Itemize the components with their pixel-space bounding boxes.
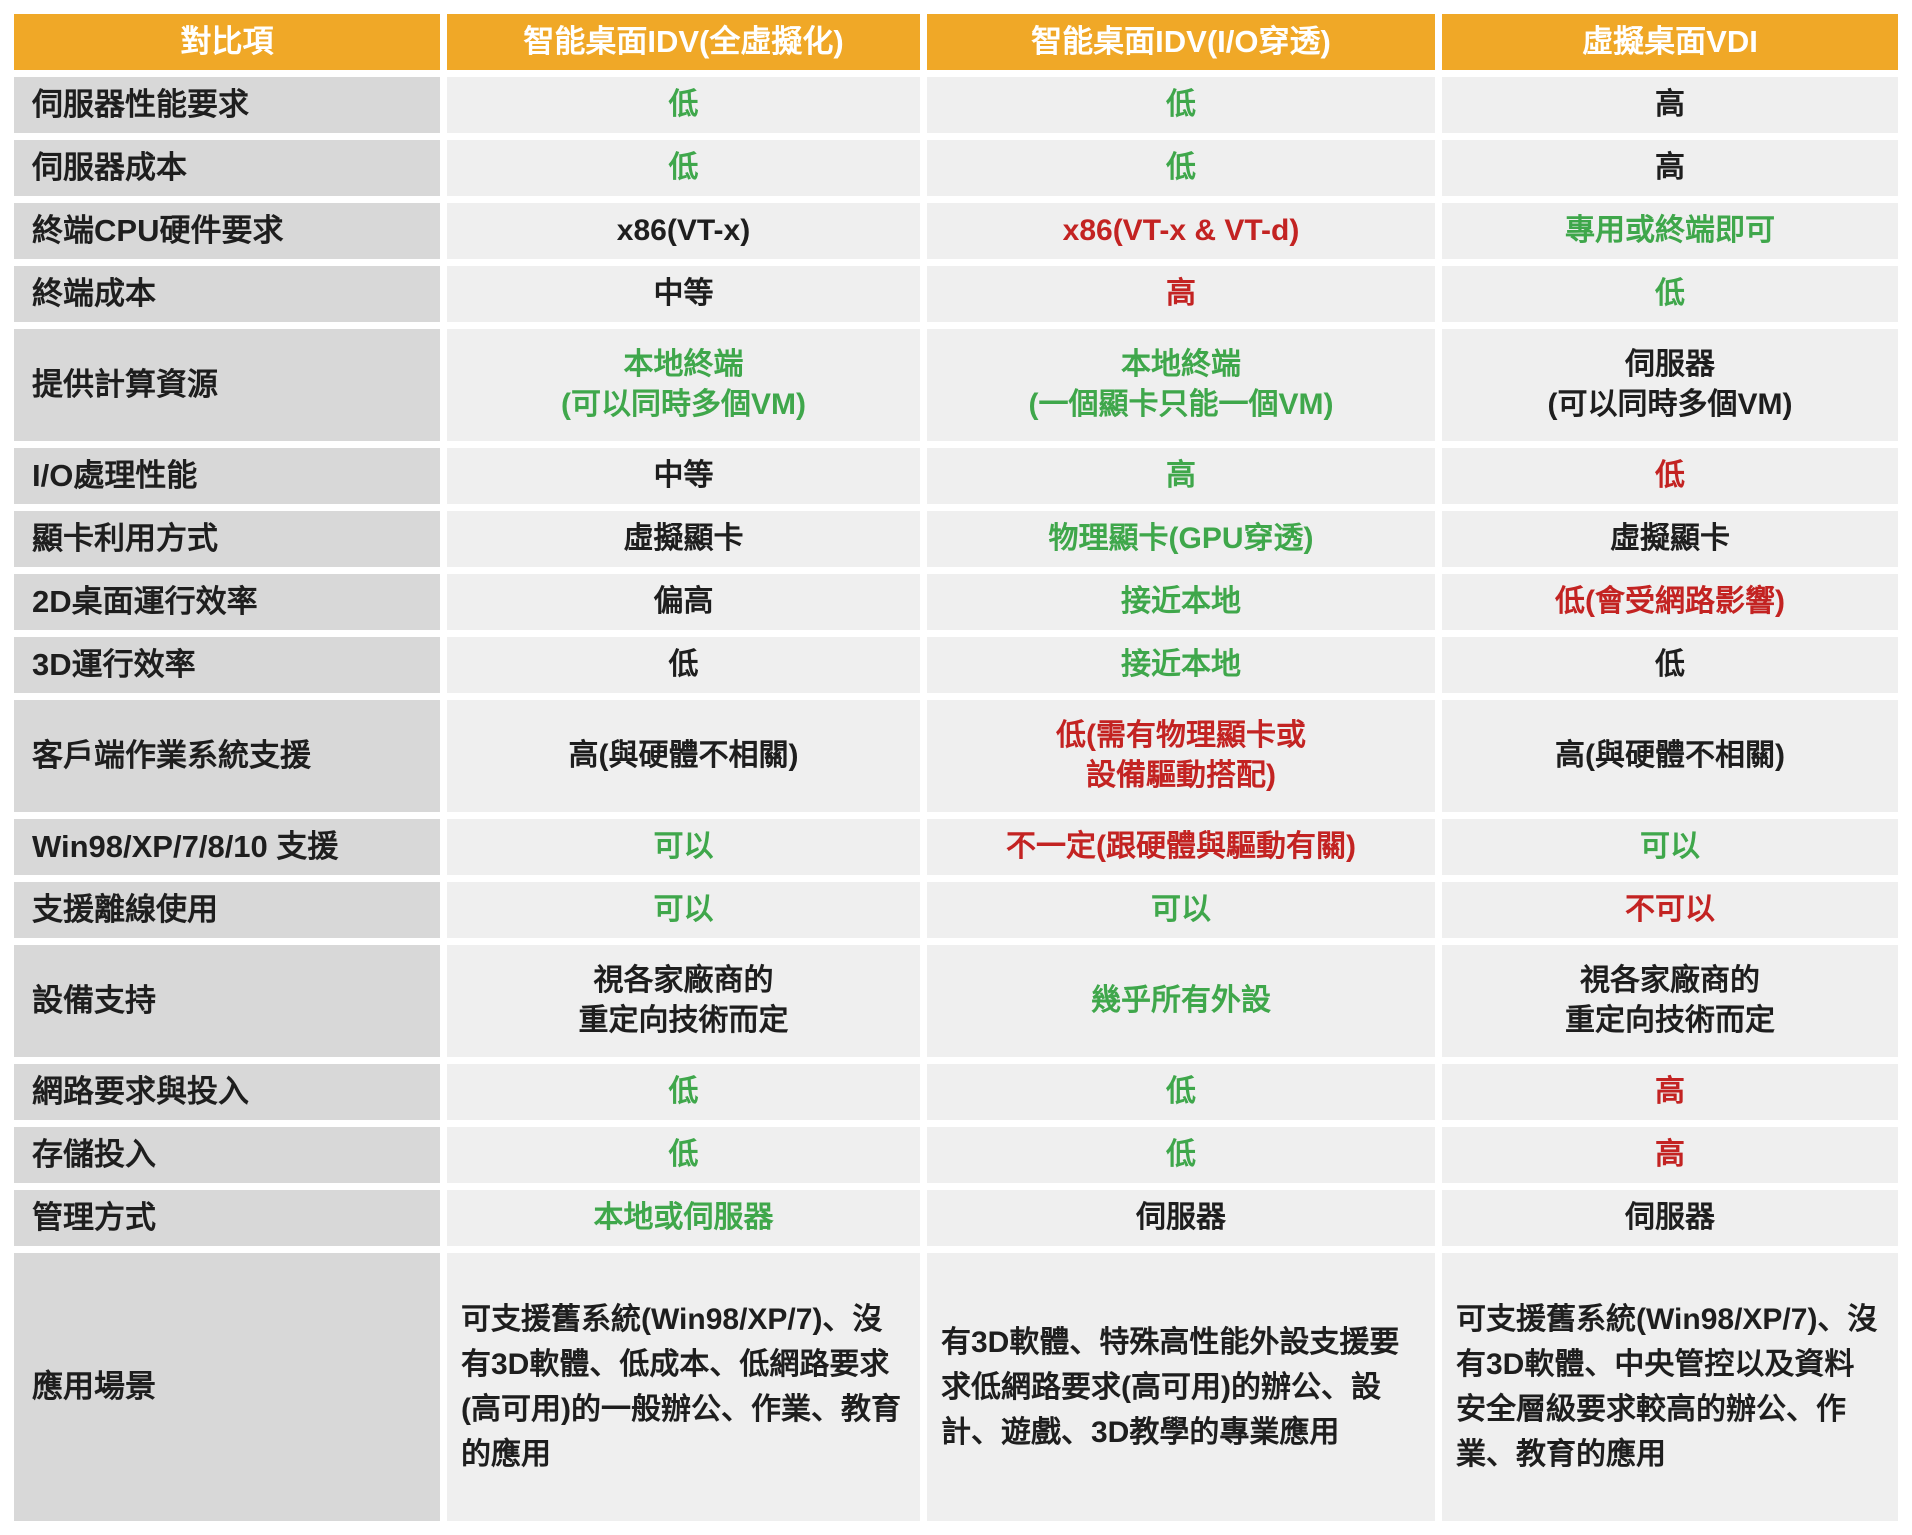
value-cell: 專用或終端即可: [1442, 203, 1898, 259]
value-cell: 低: [447, 1127, 920, 1183]
value-cell: 視各家廠商的 重定向技術而定: [1442, 945, 1898, 1057]
value-cell: 低: [927, 1064, 1435, 1120]
value-cell: 偏高: [447, 574, 920, 630]
value-cell: 可以: [447, 882, 920, 938]
value-cell: 幾乎所有外設: [927, 945, 1435, 1057]
comparison-table: 對比項 智能桌面IDV(全虛擬化) 智能桌面IDV(I/O穿透) 虛擬桌面VDI…: [14, 14, 1898, 1521]
value-cell: 中等: [447, 448, 920, 504]
value-cell: 虛擬顯卡: [1442, 511, 1898, 567]
value-cell: 高: [1442, 1127, 1898, 1183]
value-cell: 視各家廠商的 重定向技術而定: [447, 945, 920, 1057]
value-cell: 伺服器 (可以同時多個VM): [1442, 329, 1898, 441]
value-cell: 低: [927, 1127, 1435, 1183]
row-label: 終端成本: [14, 266, 440, 322]
value-cell: 本地或伺服器: [447, 1190, 920, 1246]
row-label: 顯卡利用方式: [14, 511, 440, 567]
value-cell: 可以: [447, 819, 920, 875]
value-cell: 中等: [447, 266, 920, 322]
row-label: 支援離線使用: [14, 882, 440, 938]
value-cell: 低: [1442, 637, 1898, 693]
row-label: 應用場景: [14, 1253, 440, 1521]
header-cell-compare-item: 對比項: [14, 14, 440, 70]
value-cell: 高: [1442, 77, 1898, 133]
row-label: 終端CPU硬件要求: [14, 203, 440, 259]
value-cell: 本地終端 (可以同時多個VM): [447, 329, 920, 441]
row-label: 提供計算資源: [14, 329, 440, 441]
value-cell: 可以: [927, 882, 1435, 938]
value-cell: 本地終端 (一個顯卡只能一個VM): [927, 329, 1435, 441]
value-cell: 低: [447, 77, 920, 133]
value-cell: 低: [447, 1064, 920, 1120]
value-cell: 高(與硬體不相關): [447, 700, 920, 812]
value-cell: 高: [1442, 140, 1898, 196]
row-label: 存儲投入: [14, 1127, 440, 1183]
value-cell: 有3D軟體、特殊高性能外設支援要求低網路要求(高可用)的辦公、設計、遊戲、3D教…: [927, 1253, 1435, 1521]
header-cell-idv-full-virtualization: 智能桌面IDV(全虛擬化): [447, 14, 920, 70]
value-cell: 低: [927, 77, 1435, 133]
row-label: 管理方式: [14, 1190, 440, 1246]
value-cell: 低: [447, 637, 920, 693]
value-cell: x86(VT-x & VT-d): [927, 203, 1435, 259]
value-cell: 不可以: [1442, 882, 1898, 938]
value-cell: 可支援舊系統(Win98/XP/7)、沒有3D軟體、低成本、低網路要求(高可用)…: [447, 1253, 920, 1521]
row-label: 伺服器成本: [14, 140, 440, 196]
value-cell: 高: [927, 448, 1435, 504]
value-cell: 伺服器: [1442, 1190, 1898, 1246]
value-cell: 低(需有物理顯卡或 設備驅動搭配): [927, 700, 1435, 812]
value-cell: 高(與硬體不相關): [1442, 700, 1898, 812]
row-label: 2D桌面運行效率: [14, 574, 440, 630]
value-cell: 低: [447, 140, 920, 196]
value-cell: 低: [927, 140, 1435, 196]
header-cell-vdi: 虛擬桌面VDI: [1442, 14, 1898, 70]
value-cell: x86(VT-x): [447, 203, 920, 259]
value-cell: 不一定(跟硬體與驅動有關): [927, 819, 1435, 875]
row-label: 3D運行效率: [14, 637, 440, 693]
header-cell-idv-io-passthrough: 智能桌面IDV(I/O穿透): [927, 14, 1435, 70]
value-cell: 可支援舊系統(Win98/XP/7)、沒有3D軟體、中央管控以及資料安全層級要求…: [1442, 1253, 1898, 1521]
row-label: 伺服器性能要求: [14, 77, 440, 133]
value-cell: 接近本地: [927, 574, 1435, 630]
row-label: 客戶端作業系統支援: [14, 700, 440, 812]
value-cell: 低(會受網路影響): [1442, 574, 1898, 630]
row-label: 設備支持: [14, 945, 440, 1057]
value-cell: 高: [927, 266, 1435, 322]
row-label: Win98/XP/7/8/10 支援: [14, 819, 440, 875]
value-cell: 接近本地: [927, 637, 1435, 693]
row-label: 網路要求與投入: [14, 1064, 440, 1120]
value-cell: 可以: [1442, 819, 1898, 875]
value-cell: 高: [1442, 1064, 1898, 1120]
value-cell: 物理顯卡(GPU穿透): [927, 511, 1435, 567]
value-cell: 虛擬顯卡: [447, 511, 920, 567]
value-cell: 低: [1442, 266, 1898, 322]
value-cell: 伺服器: [927, 1190, 1435, 1246]
value-cell: 低: [1442, 448, 1898, 504]
row-label: I/O處理性能: [14, 448, 440, 504]
